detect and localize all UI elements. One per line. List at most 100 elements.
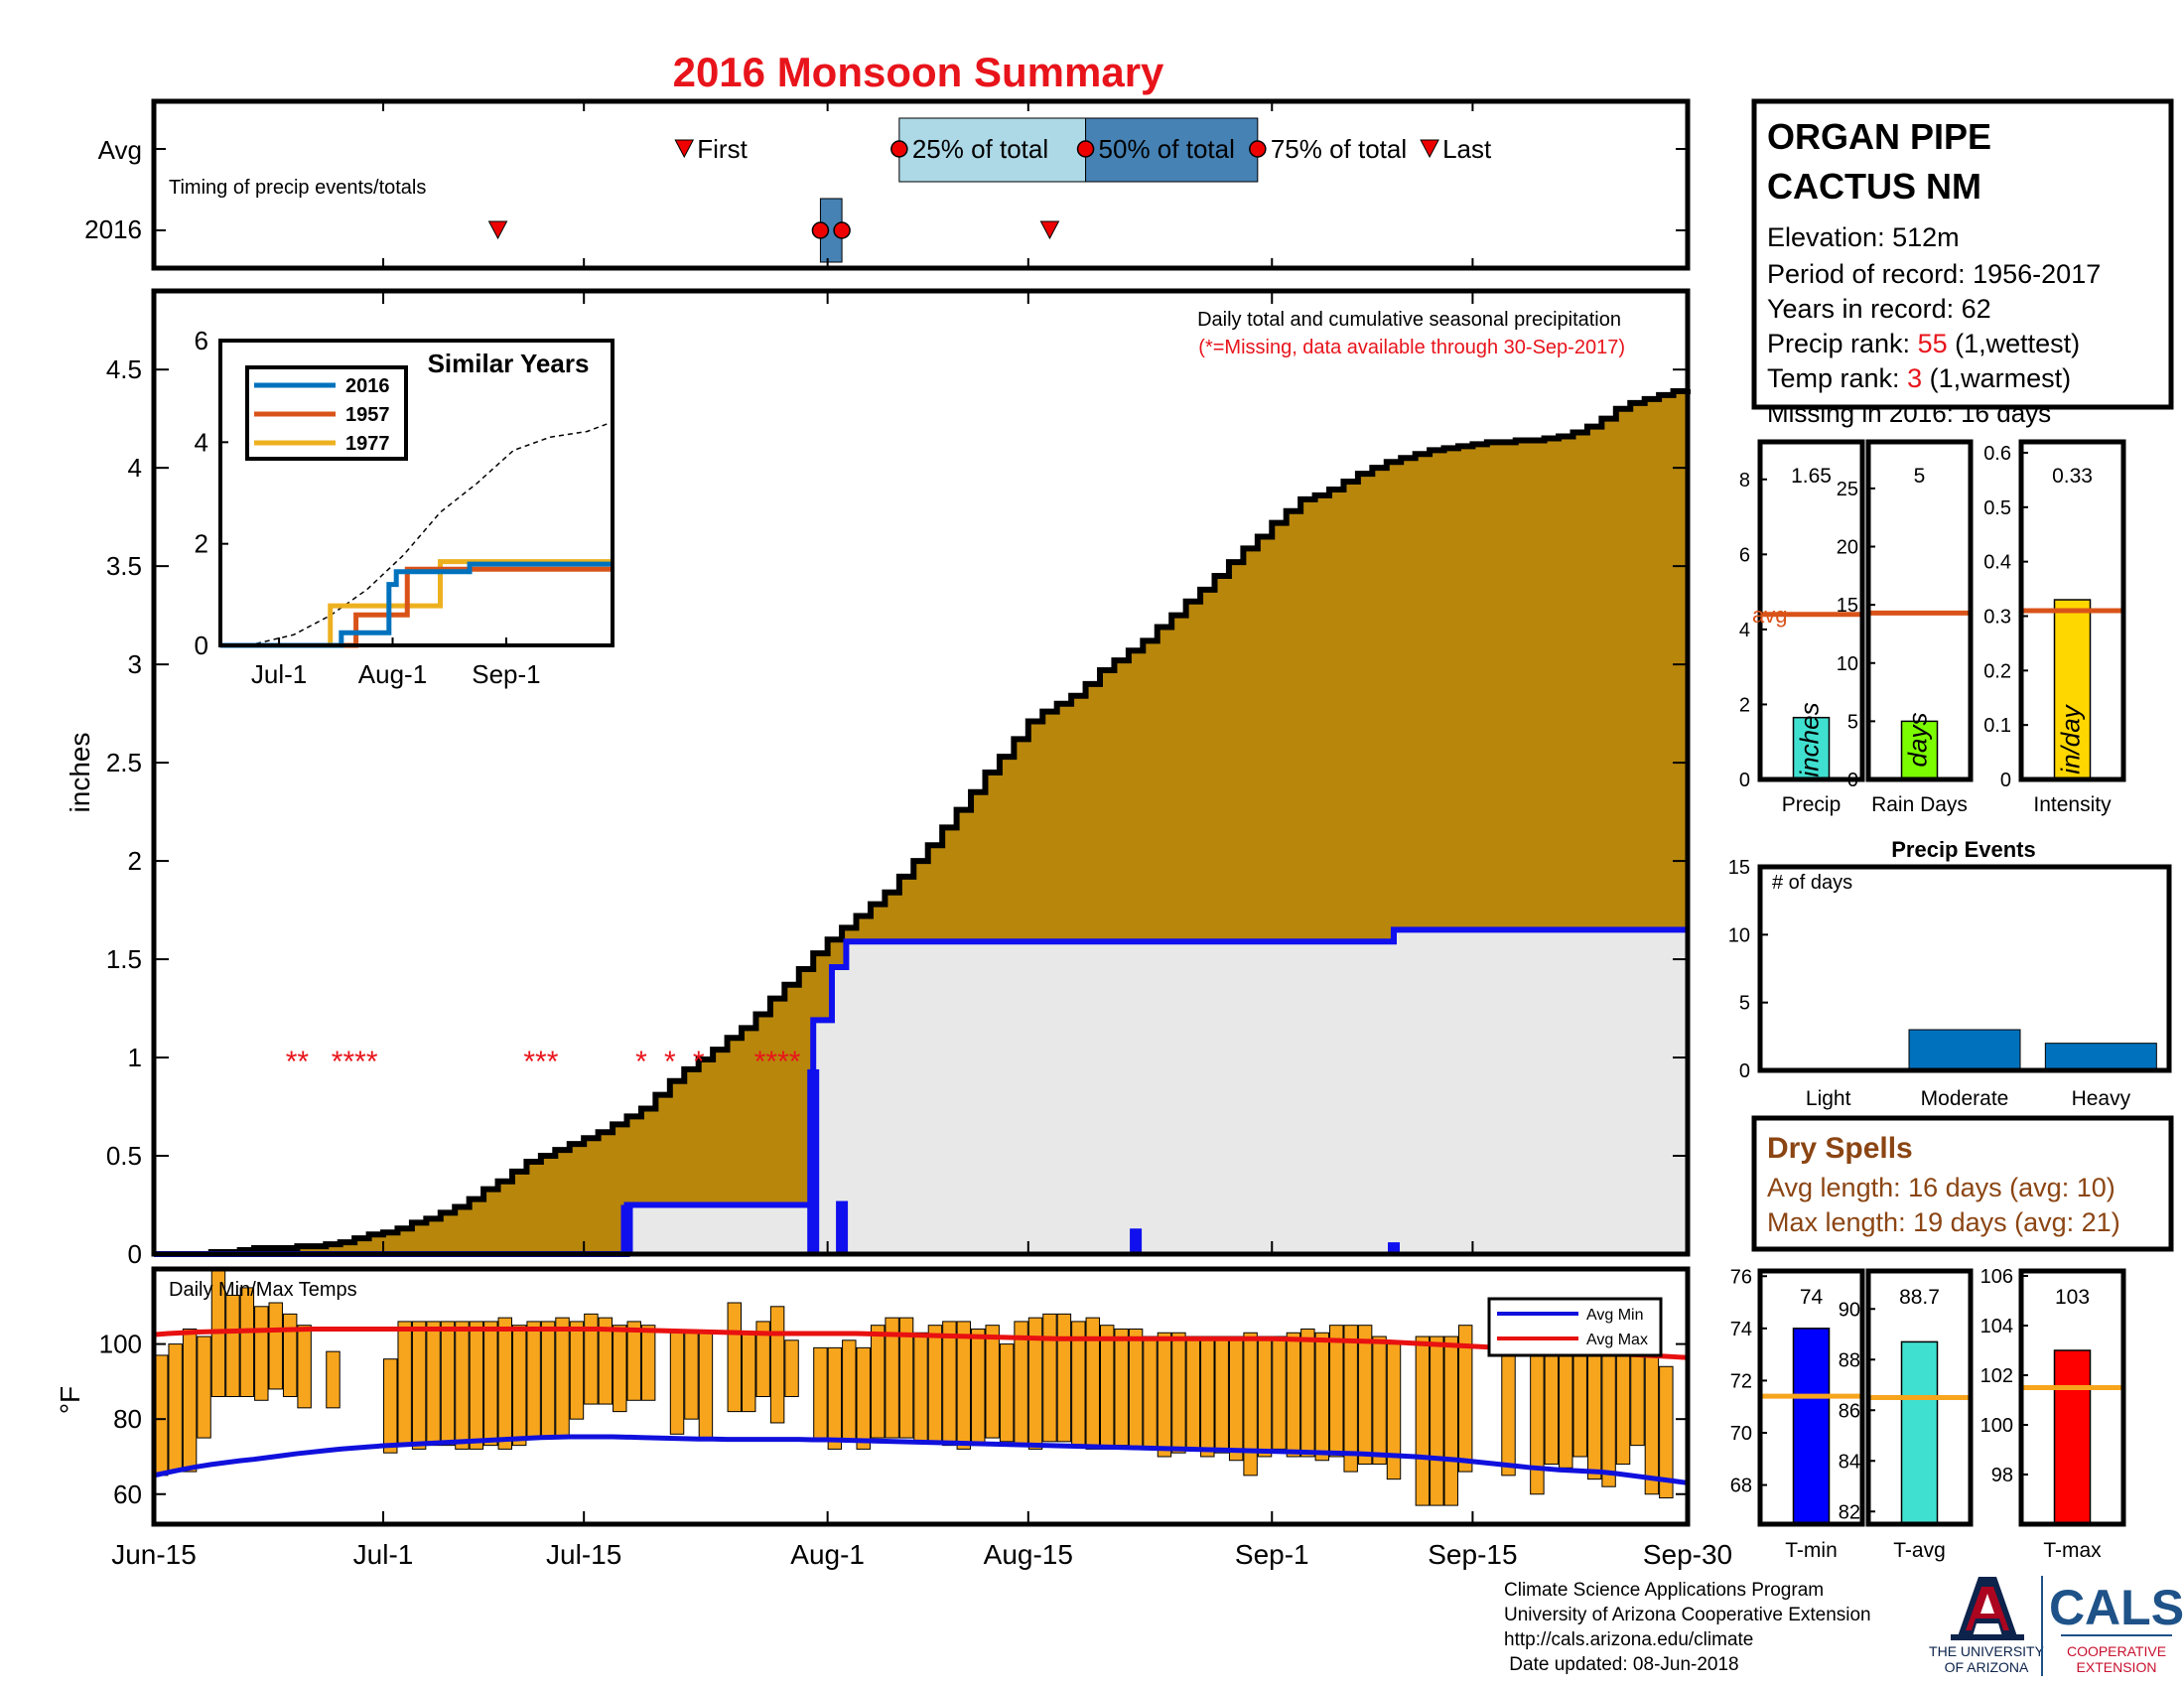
temp-range-bar-72: [1286, 1332, 1301, 1458]
precip-panel-tick-label-2-2: 0.2: [1983, 660, 2011, 682]
ua-text-line-2: OF ARIZONA: [1945, 1659, 2029, 1675]
temp-range-bar-39: [813, 1346, 828, 1443]
dry-spells-avg: Avg length: 16 days (avg: 10): [1767, 1173, 2116, 1202]
2016-timing-circle-2: [833, 221, 851, 239]
legend-label-avg-max: Avg Max: [1586, 1332, 1648, 1348]
temp-range-bar-49: [956, 1321, 972, 1450]
temp-range-bar-69: [1243, 1332, 1258, 1477]
inset-ytick-label-2: 4: [195, 427, 208, 457]
precip-ytick-label-8: 4: [128, 453, 142, 483]
precip-plot-area: ** **** *** * * * ****: [154, 387, 1691, 1257]
coop-line-1: COOPERATIVE: [2067, 1643, 2166, 1659]
precip-panel-tick-label-2-5: 0.5: [1983, 497, 2011, 519]
daily-precip-bar-3: [1130, 1228, 1143, 1254]
precip-rank-label: Precip rank:: [1767, 329, 1918, 358]
temp-range-bar-1: [168, 1343, 183, 1473]
temp-legend-box: [1487, 1297, 1663, 1357]
temp-range-bar-77: [1357, 1325, 1373, 1466]
station-period: Period of record: 1956-2017: [1767, 259, 2101, 289]
precip-panel-value-2: 0.33: [2052, 465, 2093, 488]
precip-annotation: Daily total and cumulative seasonal prec…: [1197, 309, 1621, 331]
precip-panel-tick-label-1-4: 20: [1837, 537, 1858, 559]
missing-data-star-2: ***: [523, 1046, 558, 1078]
temp-range-bar-92: [1630, 1350, 1645, 1447]
inset-ytick-label-0: 0: [195, 631, 208, 660]
precip-panel-rain-days: 5 days 0 5 10 15 20 25 Rain Days: [1837, 439, 1974, 816]
temp-range-bar-83: [1457, 1325, 1473, 1473]
precip-panel-tick-label-1-2: 10: [1837, 653, 1858, 675]
figure-title: 2016 Monsoon Summary: [673, 49, 1164, 95]
temp-range-bar-26: [584, 1313, 599, 1405]
temp-range-bar-19: [483, 1321, 498, 1447]
temp-rank-note: (1,warmest): [1922, 363, 2071, 393]
temp-summary-value-0: 74: [1800, 1286, 1824, 1309]
precip-events-title: Precip Events: [1891, 837, 2036, 862]
temp-range-bar-28: [613, 1325, 627, 1413]
station-years: Years in record: 62: [1767, 294, 1991, 324]
precip-ytick-label-9: 4.5: [106, 354, 142, 384]
temp-range-bar-40: [827, 1346, 843, 1450]
temp-range-bar-63: [1157, 1332, 1172, 1458]
precip-avg-label: avg: [1752, 603, 1787, 628]
precip-panel-category-1: Rain Days: [1871, 793, 1968, 816]
temp-range-bar-93: [1644, 1343, 1660, 1495]
temp-summary-frame-2: [2018, 1268, 2126, 1527]
temp-summary-bar-2: [2053, 1349, 2092, 1525]
temp-range-bar-75: [1329, 1325, 1344, 1458]
precip-panel-tick-label-0-4: 8: [1739, 470, 1750, 492]
temp-range-bar-43: [870, 1325, 886, 1439]
timing-caption: Timing of precip events/totals: [169, 177, 426, 199]
precip-rank-note: (1,wettest): [1948, 329, 2081, 358]
precip-events-ylabel: # of days: [1772, 872, 1852, 894]
precip-panel-tick-label-0-2: 4: [1739, 620, 1750, 641]
precip-panel-tick-label-1-3: 15: [1837, 595, 1858, 617]
temp-range-bar-6: [239, 1287, 255, 1398]
temp-range-bar-55: [1042, 1313, 1057, 1443]
cals-wordmark: CALS: [2049, 1580, 2184, 1635]
temp-range-bar-81: [1430, 1336, 1444, 1506]
inset-legend: 2016 1957 1977: [245, 365, 408, 461]
precip-panel-frame-2: [2018, 439, 2126, 782]
temp-summary-t-avg: 88.7 82 84 86 88 90 T-avg: [1839, 1268, 1974, 1562]
temp-y-axis-label: °F: [55, 1386, 85, 1414]
precip-panel-precip: 1.65 inches 0 2 4 6 8 Precip: [1739, 439, 1865, 816]
precip-panel-tick-label-2-1: 0.1: [1983, 715, 2011, 737]
temp-range-bar-80: [1415, 1336, 1431, 1506]
temp-summary-tick-label-0-1: 70: [1730, 1423, 1752, 1445]
footer-line-3: http://cals.arizona.edu/climate: [1504, 1629, 1753, 1650]
temp-range-bar-33: [698, 1332, 714, 1439]
temperature-chart: 60 80 100 Daily Min/Max Temps °F Avg Min A…: [55, 1266, 1691, 1527]
avg-max-temp-line: [153, 1326, 1689, 1360]
cumulative-2016-line: [154, 926, 1688, 1257]
2016-timing-circle-1: [811, 221, 830, 239]
station-precip-rank: Precip rank: 55 (1,wettest): [1767, 329, 2080, 358]
precip-panel-category-0: Precip: [1782, 793, 1842, 816]
precip-panel-tick-label-2-0: 0: [2000, 770, 2011, 791]
missing-data-star-1: ****: [332, 1046, 378, 1078]
date-axis-label-3: Aug-1: [790, 1539, 865, 1570]
2016-timing-triangle-0: [487, 220, 508, 240]
temp-range-bar-66: [1200, 1336, 1215, 1458]
temp-summary-tick-label-0-4: 76: [1730, 1266, 1752, 1288]
temp-summary-category-1: T-avg: [1893, 1539, 1946, 1562]
legend-label-2016: 2016: [345, 375, 390, 397]
avg-timing-circle-2: [1076, 140, 1095, 158]
avg-min-temp-line: [153, 1434, 1689, 1485]
temp-range-bar-45: [898, 1317, 914, 1439]
temp-range-bar-56: [1056, 1313, 1072, 1443]
missing-data-star-0: **: [286, 1046, 310, 1078]
temp-range-bar-65: [1185, 1336, 1201, 1450]
inset-xtick-label-0: Jul-1: [251, 659, 307, 689]
date-axis-label-5: Sep-1: [1235, 1539, 1309, 1570]
temp-range-bar-38: [784, 1339, 799, 1398]
temp-summary-tick-label-1-1: 84: [1839, 1451, 1860, 1473]
temp-summary-t-min: 74 68 70 72 74 76 T-min: [1730, 1266, 1865, 1562]
avg-timing-label-2: 50% of total: [1099, 134, 1235, 164]
station-info: Missing in 2016: 16 days ORGAN PIPE CACT…: [1751, 98, 2174, 428]
temp-range-bar-24: [555, 1317, 570, 1439]
temp-range-bar-78: [1372, 1336, 1387, 1466]
temp-range-bar-48: [942, 1321, 957, 1447]
events-ytick-label-2: 10: [1728, 924, 1750, 946]
precip-panel-unit-1: days: [1903, 713, 1933, 768]
